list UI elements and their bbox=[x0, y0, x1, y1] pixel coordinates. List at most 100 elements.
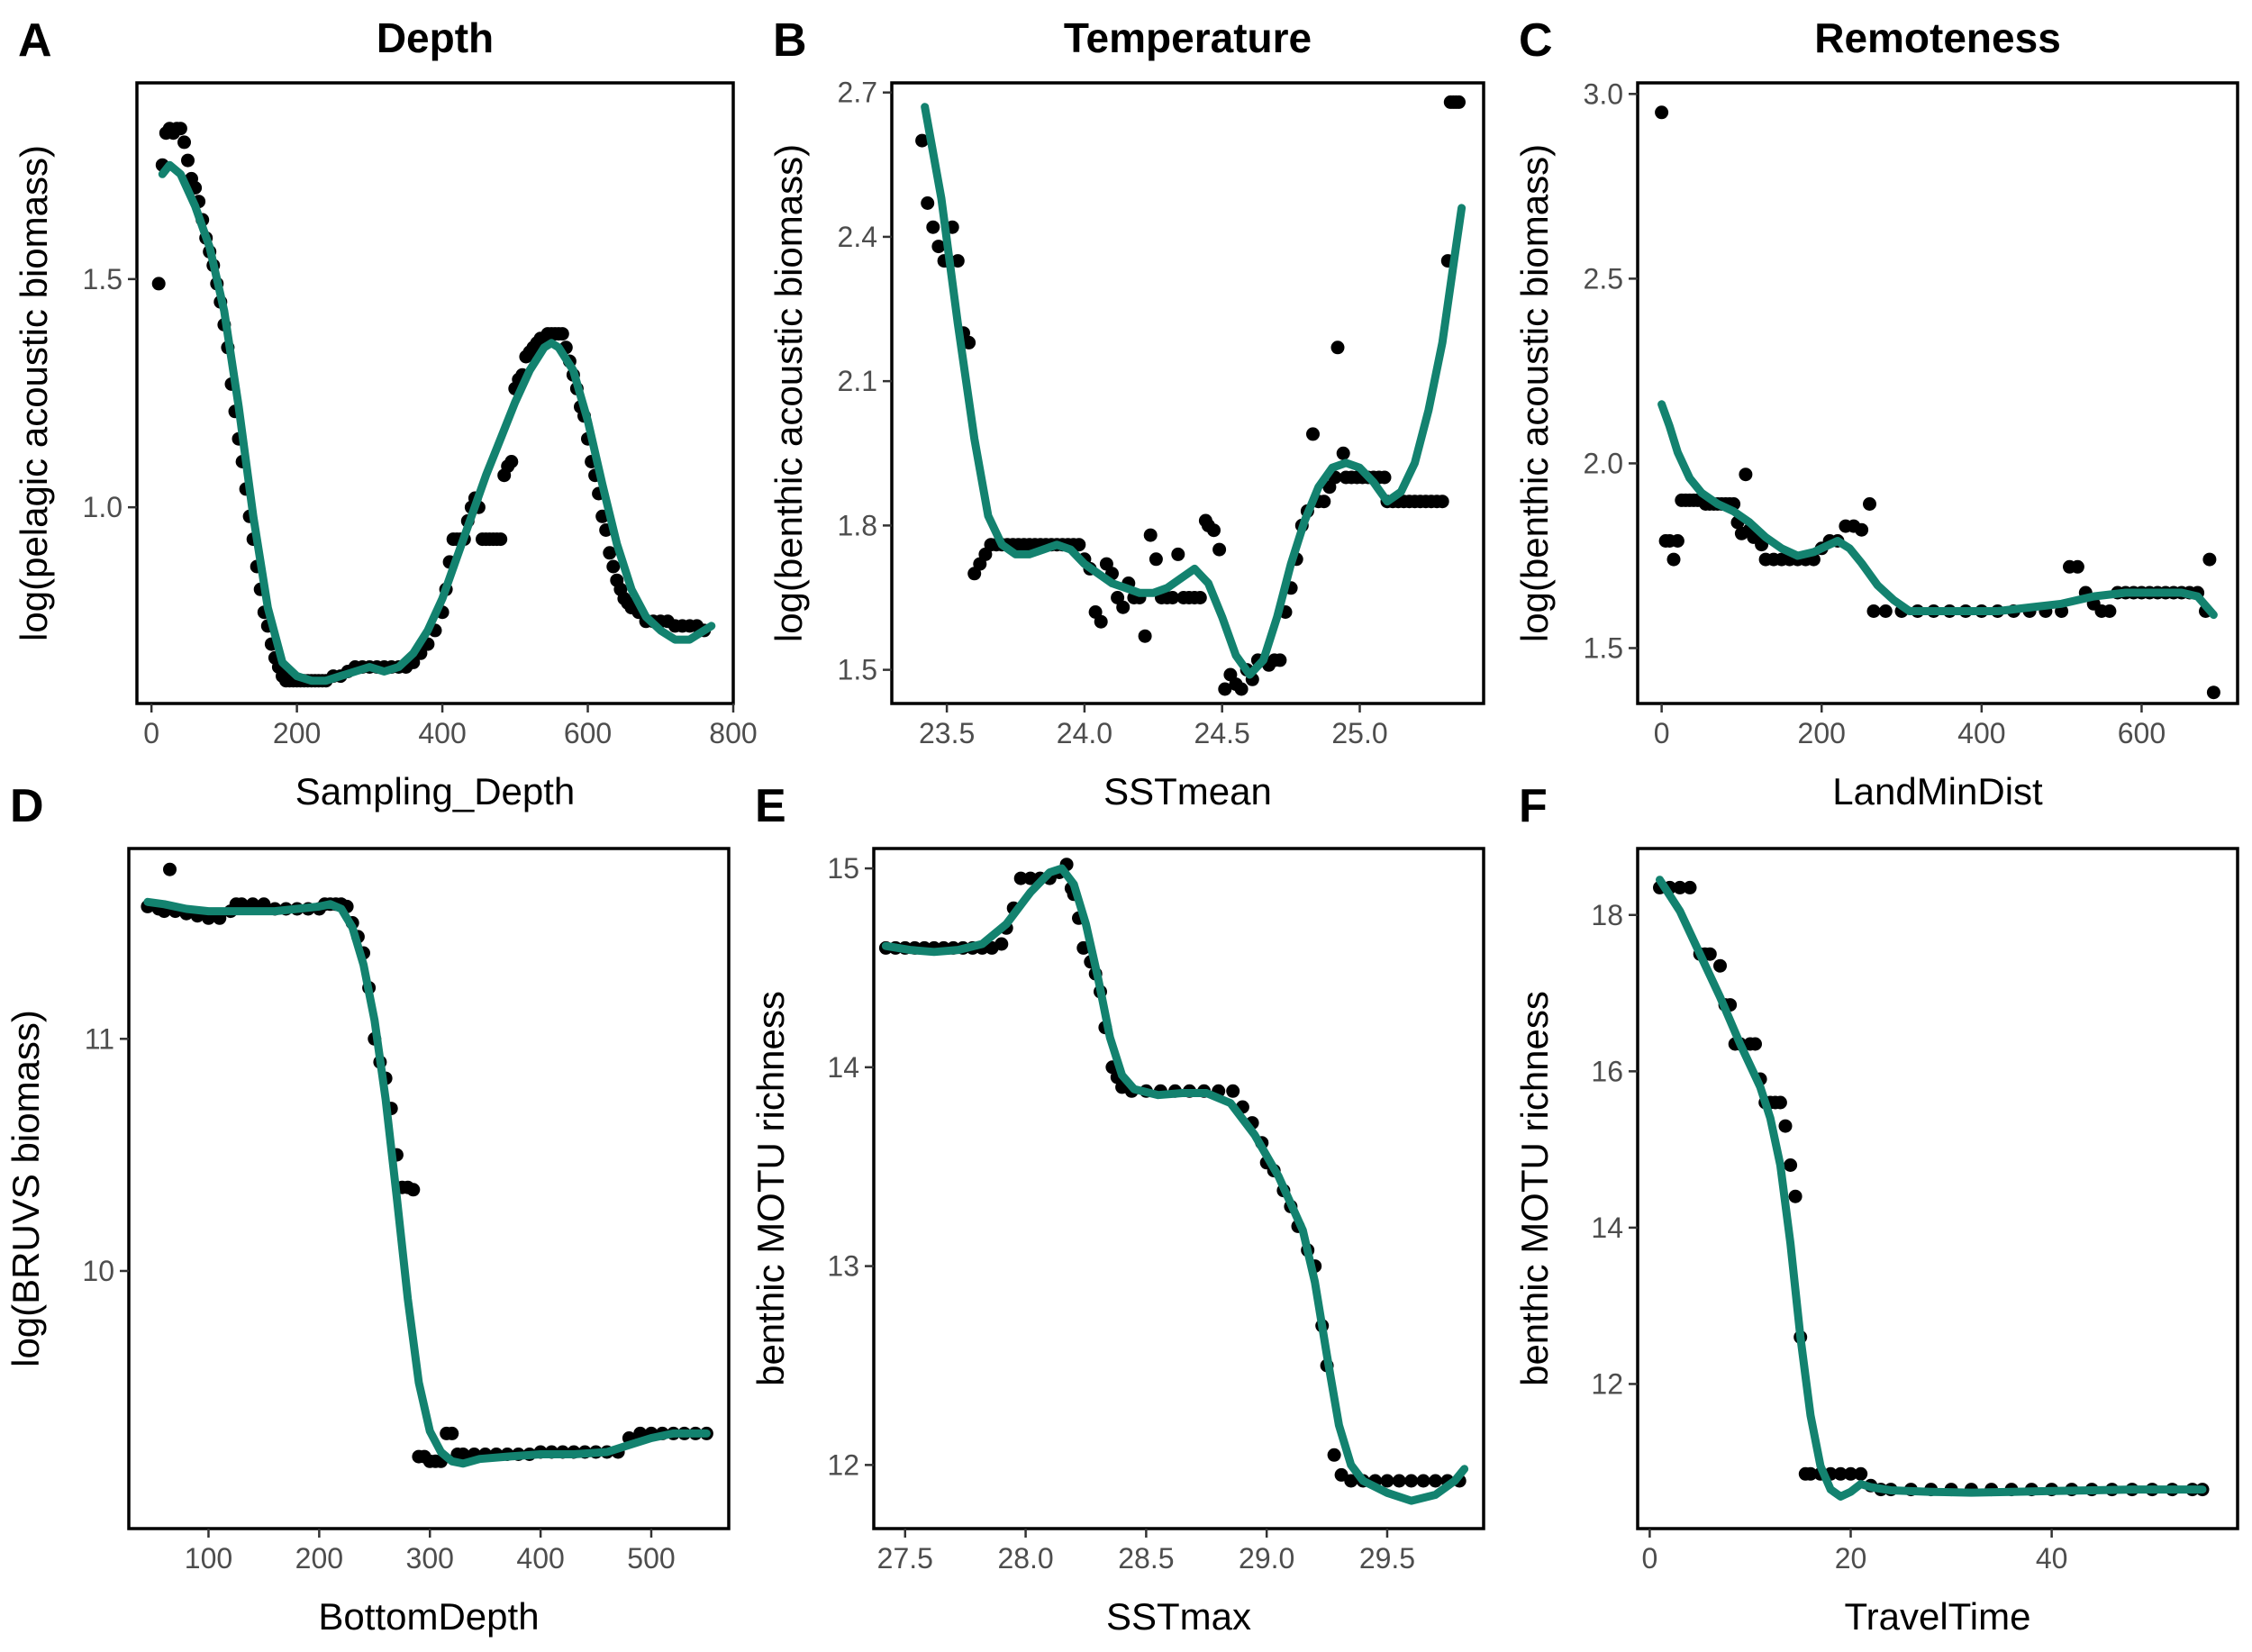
x-tick-label: 20 bbox=[1835, 1542, 1867, 1575]
data-point bbox=[1435, 495, 1449, 509]
x-tick-label: 28.5 bbox=[1118, 1542, 1174, 1575]
y-tick-label: 18 bbox=[1591, 899, 1623, 931]
y-tick-label: 1.0 bbox=[83, 491, 123, 523]
x-tick-label: 25.0 bbox=[1331, 717, 1387, 749]
y-tick-label: 3.0 bbox=[1584, 77, 1623, 110]
y-tick-label: 2.7 bbox=[838, 77, 877, 109]
y-tick-label: 11 bbox=[85, 1022, 114, 1055]
y-tick-label: 2.1 bbox=[838, 365, 877, 397]
y-axis-title: log(BRUVS biomass) bbox=[5, 1010, 47, 1367]
x-axis-title: Sampling_Depth bbox=[295, 770, 576, 812]
panel-e: E 27.5 28.0 28.5 29.0 29.5 12 13 14 15 SSTmax benth… bbox=[749, 780, 1485, 1638]
data-point bbox=[1013, 871, 1028, 885]
panel-f: F 0 20 40 12 14 16 18 TravelTime benthic MOTU ric… bbox=[1513, 780, 2239, 1638]
data-point bbox=[1336, 446, 1350, 460]
panel-frame bbox=[1636, 81, 2239, 705]
data-point bbox=[931, 240, 946, 254]
data-point bbox=[1334, 1467, 1348, 1482]
panel-c: C Remoteness 0 200 400 600 1.5 2.0 2.5 3.0 LandMin… bbox=[1513, 14, 2239, 812]
smooth-fit-line bbox=[143, 897, 711, 1468]
data-point bbox=[1166, 591, 1180, 604]
x-axis-title: SSTmean bbox=[1103, 770, 1272, 812]
panel-d: D 100 200 300 400 500 10 11 BottomDepth log(BRUVS… bbox=[5, 780, 731, 1638]
x-tick-label: 27.5 bbox=[877, 1542, 933, 1575]
x-tick-label: 400 bbox=[516, 1542, 564, 1575]
data-point bbox=[181, 153, 195, 168]
y-axis-title: benthic MOTU richness bbox=[1513, 991, 1556, 1386]
data-point bbox=[1380, 1474, 1394, 1488]
data-point bbox=[1273, 653, 1287, 667]
panel-title: Temperature bbox=[1064, 14, 1312, 61]
data-point bbox=[1452, 95, 1466, 109]
x-axis-title: BottomDepth bbox=[318, 1595, 539, 1638]
data-point bbox=[1713, 958, 1727, 973]
x-axis-title: TravelTime bbox=[1845, 1595, 2031, 1638]
y-tick-label: 13 bbox=[827, 1250, 859, 1283]
x-tick-label: 400 bbox=[418, 717, 466, 749]
panel-frame bbox=[135, 81, 735, 705]
x-tick-label: 23.5 bbox=[919, 717, 975, 749]
data-point bbox=[1803, 1466, 1818, 1481]
panel-frame bbox=[1636, 847, 2239, 1530]
data-point bbox=[1193, 591, 1207, 604]
y-tick-label: 10 bbox=[82, 1255, 114, 1287]
data-point bbox=[1866, 604, 1881, 618]
x-tick-label: 300 bbox=[406, 1542, 454, 1575]
x-tick-label: 600 bbox=[2118, 717, 2166, 749]
data-point bbox=[1327, 1448, 1341, 1462]
data-point bbox=[1666, 552, 1681, 567]
y-tick-label: 1.5 bbox=[1584, 631, 1623, 664]
y-axis-title: log(pelagic acoustic biomass) bbox=[13, 145, 55, 641]
data-point bbox=[1023, 871, 1038, 885]
x-tick-label: 200 bbox=[295, 1542, 343, 1575]
x-tick-label: 40 bbox=[2036, 1542, 2068, 1575]
panel-tag: D bbox=[10, 780, 44, 832]
x-axis-title: LandMinDist bbox=[1832, 770, 2043, 812]
data-point bbox=[1429, 1474, 1442, 1488]
panel-frame bbox=[872, 847, 1485, 1530]
y-axis-title: log(benthic acoustic biomass) bbox=[767, 144, 810, 642]
panel-tag: F bbox=[1519, 780, 1548, 832]
data-point bbox=[494, 532, 508, 547]
data-point bbox=[1226, 1084, 1240, 1098]
y-axis-title: benthic MOTU richness bbox=[749, 991, 792, 1386]
data-point bbox=[2102, 604, 2117, 618]
data-point bbox=[2202, 552, 2217, 567]
data-point bbox=[606, 559, 621, 574]
x-tick-label: 200 bbox=[1798, 717, 1846, 749]
data-point bbox=[1138, 629, 1152, 643]
smooth-fit-line bbox=[921, 103, 1467, 679]
data-point bbox=[1748, 1037, 1762, 1051]
data-point bbox=[994, 937, 1009, 951]
smooth-fit-line bbox=[881, 864, 1469, 1505]
panel-b: B Temperature 23.5 24.0 24.5 25.0 1.5 1.8 2.1 2.4… bbox=[767, 14, 1485, 812]
data-point bbox=[1072, 538, 1086, 552]
data-point bbox=[1234, 682, 1249, 696]
data-point bbox=[603, 546, 617, 560]
data-point bbox=[1655, 105, 1669, 120]
y-tick-label: 2.4 bbox=[838, 221, 877, 253]
y-tick-label: 1.5 bbox=[83, 263, 123, 295]
y-tick-label: 15 bbox=[827, 852, 859, 885]
data-point bbox=[456, 1448, 470, 1461]
data-point bbox=[1116, 600, 1131, 614]
data-point bbox=[1317, 495, 1331, 509]
data-point bbox=[2206, 685, 2220, 700]
data-point bbox=[1683, 880, 1697, 894]
data-point bbox=[950, 254, 965, 268]
data-point bbox=[1149, 552, 1163, 567]
data-point bbox=[1703, 947, 1717, 961]
panel-title: Remoteness bbox=[1814, 14, 2061, 61]
data-point bbox=[1788, 1189, 1803, 1203]
data-point bbox=[1330, 340, 1345, 355]
y-tick-label: 1.5 bbox=[838, 654, 877, 686]
x-tick-label: 600 bbox=[564, 717, 612, 749]
data-point bbox=[1377, 470, 1392, 485]
data-point bbox=[1844, 1466, 1857, 1481]
data-point bbox=[926, 220, 940, 234]
y-tick-label: 1.8 bbox=[838, 509, 877, 541]
data-point bbox=[151, 277, 166, 291]
x-tick-label: 0 bbox=[1641, 1542, 1657, 1575]
panel-tag: E bbox=[755, 780, 786, 832]
